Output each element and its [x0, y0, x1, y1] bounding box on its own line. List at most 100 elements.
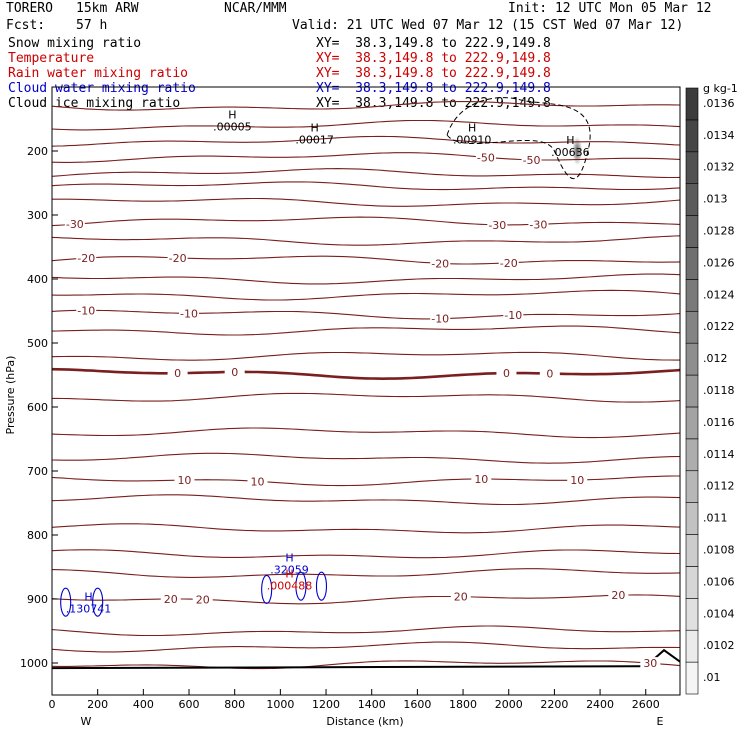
cloud-water-contour: [315, 571, 328, 601]
colorbar-swatch: [685, 342, 699, 376]
cloud-water-contour: [261, 574, 273, 604]
colorbar-label: .0128: [703, 225, 735, 238]
isotherm-line: [51, 549, 681, 559]
isotherm-line: [51, 216, 681, 227]
isotherm-line: [51, 367, 681, 381]
isotherm-label: 10: [570, 474, 584, 487]
colorbar-swatch: [685, 279, 699, 312]
colorbar-swatch: [685, 566, 699, 599]
y-tick-label: 700: [27, 465, 48, 478]
isotherm-line: [51, 100, 681, 111]
east-label: E: [657, 715, 664, 728]
isotherm-line: [51, 152, 681, 163]
colorbar-swatch: [685, 247, 699, 280]
x-tick-label: 1400: [358, 698, 386, 711]
x-tick-label: 2400: [586, 698, 614, 711]
isotherm-line: [51, 625, 681, 637]
x-tick-label: 2000: [495, 698, 523, 711]
isotherm-label: -10: [431, 313, 449, 326]
isotherm-line: [51, 660, 681, 670]
isotherm-label-bg: [76, 304, 97, 317]
valid-time: Valid: 21 UTC Wed 07 Mar 12 (15 CST Wed …: [292, 18, 684, 33]
forecast-hour: 57 h: [76, 18, 108, 33]
isotherm-label: -20: [77, 252, 95, 265]
isotherm-label-bg: [640, 657, 661, 670]
isotherm-label: -30: [529, 218, 547, 231]
y-tick-label: 900: [27, 593, 48, 606]
isotherm-label-bg: [174, 474, 195, 487]
isotherm-line: [51, 119, 681, 131]
x-tick-label: 800: [224, 698, 245, 711]
isotherm-label-bg: [76, 252, 97, 265]
x-tick-label: 1000: [266, 698, 294, 711]
cloud-water-contour: [92, 587, 104, 617]
isotherm-line: [51, 641, 681, 653]
colorbar-label: .0106: [703, 575, 735, 588]
isotherm-label-bg: [430, 312, 451, 325]
isotherm-label: 20: [611, 589, 625, 602]
colorbar-label: .0114: [703, 448, 735, 461]
isotherm-label-bg: [567, 474, 588, 487]
field-name-temperature: Temperature: [8, 51, 95, 66]
isotherm-label: 0: [231, 366, 238, 379]
forecast-label: Fcst:: [6, 18, 46, 33]
isotherm-label: -10: [180, 307, 198, 320]
isotherm-label-bg: [160, 593, 181, 606]
x-tick-label: 1200: [312, 698, 340, 711]
x-tick-label: 200: [87, 698, 108, 711]
colorbar-swatch: [685, 470, 699, 503]
colorbar-label: .0136: [703, 97, 735, 110]
field-name-cloud-ice: Cloud ice mixing ratio: [8, 96, 181, 111]
maximum-marker: H: [228, 109, 236, 122]
colorbar-swatch: [685, 215, 699, 248]
isotherm-label: 0: [503, 367, 510, 380]
x-tick-label: 600: [179, 698, 200, 711]
colorbar-label: .0126: [703, 256, 735, 269]
colorbar-label: .0112: [703, 480, 735, 493]
y-tick-label: 400: [27, 273, 48, 286]
x-tick-label: 0: [49, 698, 56, 711]
isotherm-label: -50: [523, 154, 541, 167]
init-time: Init: 12 UTC Mon 05 Mar 12: [508, 1, 712, 16]
isotherm-label-bg: [179, 307, 200, 320]
isotherm-label-bg: [528, 218, 549, 231]
field-xy-rain: XY= 38.3,149.8 to 222.9,149.8: [316, 66, 551, 81]
field-xy-cloud-water: XY= 38.3,149.8 to 222.9,149.8: [316, 81, 551, 96]
isotherm-label: -50: [477, 151, 495, 164]
maximum-value: .130741: [66, 603, 112, 616]
isotherm-label: 20: [196, 593, 210, 606]
isotherm-label: 20: [454, 591, 468, 604]
x-tick-label: 2200: [540, 698, 568, 711]
isotherm-label-bg: [247, 475, 268, 488]
y-tick-label: 800: [27, 529, 48, 542]
isotherm-line: [52, 392, 681, 403]
isotherm-label-bg: [167, 367, 188, 380]
cloud-water-contour: [295, 571, 307, 601]
x-tick-label: 1800: [449, 698, 477, 711]
isotherm-label: -10: [77, 304, 95, 317]
colorbar-label: .01: [703, 671, 721, 684]
isotherm-line: [51, 427, 681, 439]
isotherm-label: -30: [488, 219, 506, 232]
isotherm-line: [51, 235, 681, 246]
field-name-cloud-water: Cloud water mixing ratio: [8, 81, 196, 96]
colorbar-swatch: [685, 629, 699, 663]
maximum-marker: H: [566, 134, 574, 147]
colorbar-swatch: [685, 502, 699, 535]
ice-maximum-shading: [572, 137, 583, 165]
isotherm-line: [51, 168, 681, 179]
cloud-ice-contour: [446, 97, 591, 180]
colorbar-swatch: [685, 374, 699, 408]
y-tick-label: 300: [27, 209, 48, 222]
field-name-rain: Rain water mixing ratio: [8, 66, 189, 81]
x-tick-label: 400: [133, 698, 154, 711]
maximum-marker: H: [310, 121, 318, 134]
isotherm-line: [51, 181, 681, 191]
colorbar-swatch: [685, 119, 699, 153]
isotherm-label-bg: [521, 153, 542, 166]
colorbar-swatch: [685, 661, 699, 695]
field-xy-temperature: XY= 38.3,149.8 to 222.9,149.8: [316, 51, 551, 66]
isotherm-label: -30: [66, 218, 84, 231]
y-axis-title: Pressure (hPa): [4, 356, 17, 435]
